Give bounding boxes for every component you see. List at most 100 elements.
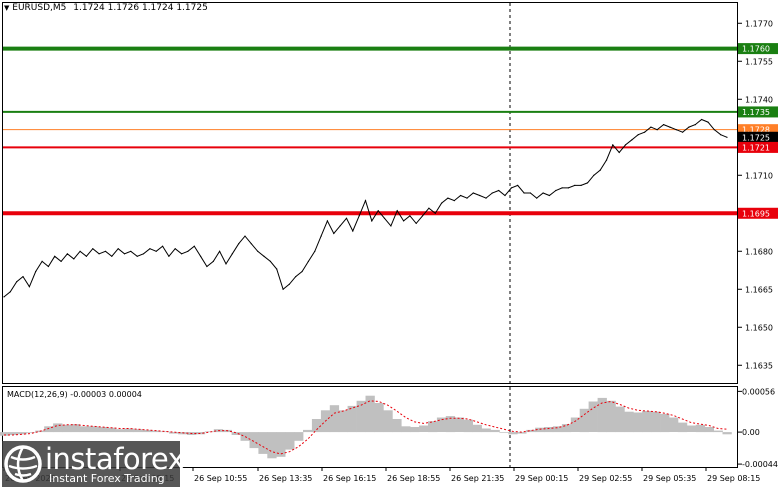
price-point bbox=[35, 270, 37, 273]
macd-histogram-bar bbox=[374, 403, 384, 433]
price-point bbox=[85, 255, 87, 257]
price-point bbox=[428, 207, 430, 209]
time-tick-label: 29 Sep 05:35 bbox=[643, 474, 696, 483]
macd-histogram-bar bbox=[294, 432, 304, 441]
price-point bbox=[98, 253, 100, 255]
price-point bbox=[187, 250, 189, 252]
price-point bbox=[409, 215, 411, 217]
time-tick-label: 29 Sep 02:55 bbox=[579, 474, 632, 483]
price-point bbox=[231, 253, 233, 255]
price-point bbox=[650, 126, 652, 128]
price-point bbox=[675, 129, 677, 131]
price-point bbox=[200, 255, 202, 257]
macd-histogram-bar bbox=[669, 417, 679, 432]
price-point bbox=[206, 265, 208, 268]
price-point bbox=[694, 124, 696, 126]
price-point bbox=[561, 187, 563, 189]
macd-histogram-bar bbox=[410, 427, 420, 433]
price-point bbox=[453, 200, 455, 202]
macd-histogram-bar bbox=[392, 419, 402, 433]
macd-histogram-bar bbox=[499, 432, 509, 433]
macd-label: MACD(12,26,9) -0.00003 0.00004 bbox=[7, 390, 142, 399]
macd-histogram-bar bbox=[677, 422, 688, 433]
price-point bbox=[663, 124, 665, 126]
price-point bbox=[238, 243, 240, 245]
price-point bbox=[79, 250, 81, 252]
price-point bbox=[117, 248, 119, 250]
macd-histogram-bar bbox=[267, 432, 277, 459]
price-point bbox=[73, 258, 75, 260]
triangle-down-icon[interactable]: ▼ bbox=[4, 4, 10, 12]
macd-histogram-bar bbox=[258, 432, 268, 454]
price-point bbox=[517, 184, 519, 186]
price-point bbox=[314, 250, 316, 252]
price-point bbox=[371, 220, 373, 222]
macd-histogram-bar bbox=[552, 426, 563, 433]
price-tick-label: 1.1710 bbox=[745, 171, 773, 180]
macd-histogram-bar bbox=[97, 427, 107, 433]
price-point bbox=[219, 250, 221, 252]
level-tag-label: 1.1735 bbox=[742, 108, 770, 117]
time-tick-label: 29 Sep 00:15 bbox=[515, 474, 568, 483]
macd-histogram-bar bbox=[8, 432, 18, 435]
price-point bbox=[593, 174, 595, 176]
macd-histogram-bar bbox=[633, 412, 643, 433]
price-point bbox=[104, 250, 107, 252]
level-tag bbox=[738, 106, 778, 118]
price-point bbox=[574, 184, 576, 186]
price-point bbox=[244, 235, 246, 237]
price-point bbox=[612, 144, 614, 146]
macd-histogram-bar bbox=[26, 432, 36, 433]
macd-histogram-bar bbox=[454, 417, 465, 432]
price-point bbox=[47, 265, 50, 268]
time-tick-label: 26 Sep 18:55 bbox=[387, 474, 440, 483]
instaforex-logo: instaforex Instant Forex Trading bbox=[3, 442, 185, 486]
macd-histogram-bar bbox=[561, 424, 572, 433]
price-panel[interactable] bbox=[2, 2, 738, 384]
macd-histogram-bar bbox=[526, 429, 536, 433]
price-point bbox=[301, 270, 303, 273]
price-point bbox=[181, 253, 183, 255]
price-point bbox=[326, 220, 328, 222]
macd-histogram-bar bbox=[142, 429, 152, 433]
price-point bbox=[466, 197, 468, 199]
level-tag-label: 1.1728 bbox=[742, 126, 770, 135]
macd-histogram-bar bbox=[338, 410, 348, 433]
price-point bbox=[269, 260, 271, 262]
price-point bbox=[580, 184, 582, 186]
price-point bbox=[491, 192, 493, 194]
price-point bbox=[263, 255, 265, 257]
macd-signal-line bbox=[4, 400, 728, 455]
level-tag bbox=[738, 207, 778, 219]
level-tag bbox=[738, 124, 778, 136]
macd-histogram-bar bbox=[124, 428, 134, 433]
price-point bbox=[142, 253, 145, 255]
price-point bbox=[529, 192, 532, 194]
price-point bbox=[479, 194, 481, 197]
macd-histogram-bar bbox=[79, 426, 90, 433]
level-tag-label: 1.1760 bbox=[742, 45, 770, 54]
macd-histogram-bar bbox=[195, 432, 206, 435]
price-point bbox=[624, 144, 627, 146]
price-point bbox=[28, 286, 30, 288]
price-point bbox=[510, 187, 512, 189]
price-point bbox=[377, 210, 379, 212]
macd-histogram-bar bbox=[472, 424, 482, 433]
macd-histogram-bar bbox=[249, 432, 259, 449]
macd-histogram-bar bbox=[106, 427, 116, 433]
time-tick-label: 26 Sep 16:15 bbox=[323, 474, 376, 483]
price-point bbox=[542, 192, 544, 194]
logo-brand: instaforex bbox=[45, 442, 185, 476]
price-point bbox=[320, 235, 322, 237]
macd-histogram-bar bbox=[62, 424, 72, 433]
macd-histogram-bar bbox=[624, 411, 634, 433]
price-point bbox=[656, 129, 658, 131]
macd-histogram-bar bbox=[588, 401, 598, 432]
price-point bbox=[339, 225, 341, 227]
price-point bbox=[149, 248, 151, 250]
macd-histogram-bar bbox=[115, 429, 125, 433]
price-point bbox=[307, 260, 309, 262]
macd-histogram-bar bbox=[365, 395, 375, 433]
macd-histogram-bar bbox=[240, 432, 250, 441]
